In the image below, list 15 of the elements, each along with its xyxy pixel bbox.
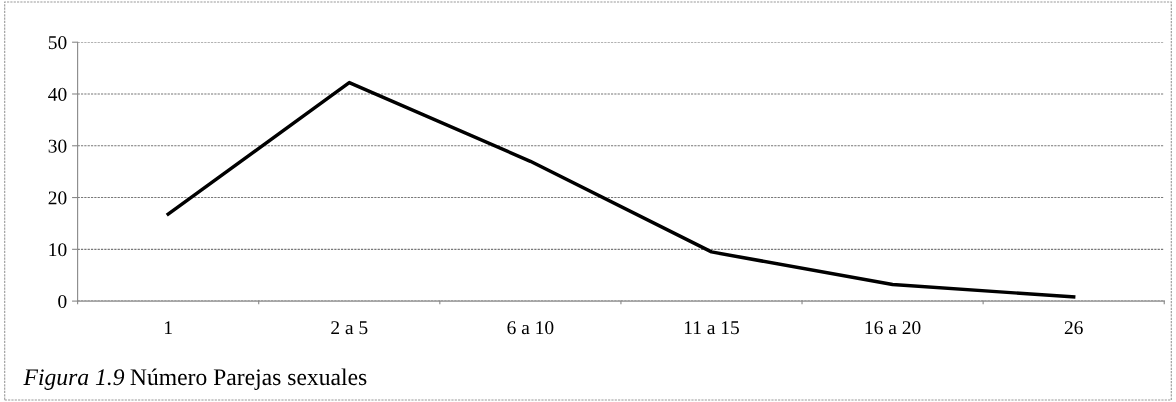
x-tick-label: 1 bbox=[165, 321, 172, 335]
y-tick-label: 20 bbox=[48, 191, 67, 205]
x-tick-label: 6 a 10 bbox=[507, 321, 554, 335]
y-tick-label: 10 bbox=[49, 243, 67, 257]
x-tick-label: 2 a 5 bbox=[331, 321, 368, 335]
text: Figura 1.9 bbox=[23, 369, 125, 390]
line-series bbox=[166, 80, 1076, 299]
y-tick-label: 30 bbox=[48, 139, 67, 153]
text: Número Parejas sexuales bbox=[130, 368, 367, 390]
x-tick-label: 26 bbox=[1064, 321, 1083, 335]
x-tick-label: 11 a 15 bbox=[684, 321, 739, 335]
y-tick-label: 40 bbox=[48, 87, 67, 101]
x-tick-label: 16 a 20 bbox=[865, 321, 921, 335]
y-tick-label: 0 bbox=[58, 294, 67, 309]
y-tick-label: 50 bbox=[48, 36, 67, 50]
